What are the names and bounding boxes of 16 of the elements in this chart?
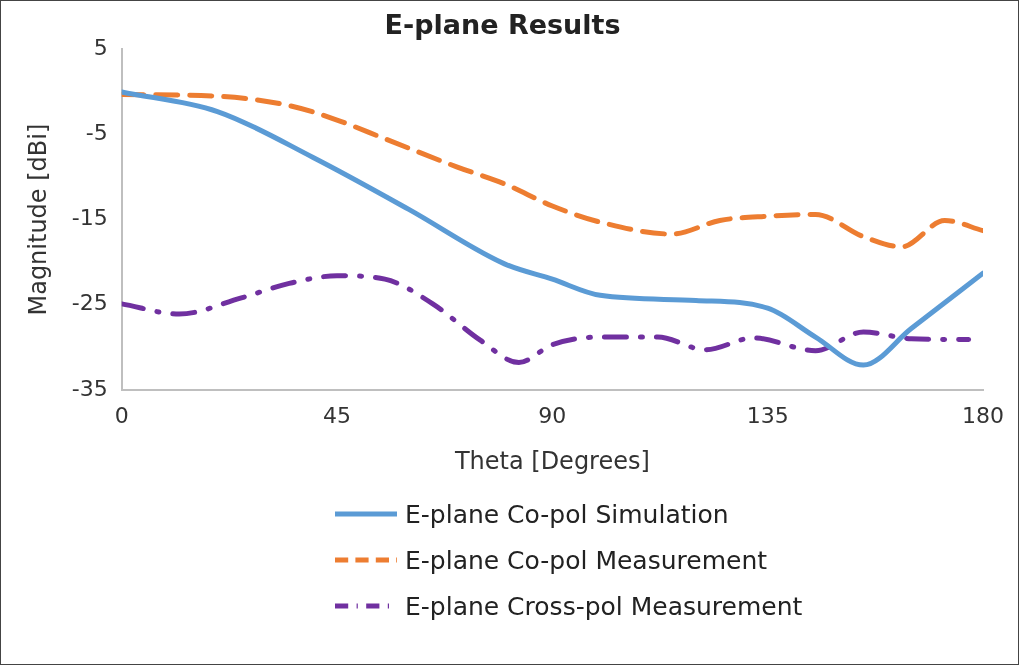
x-tick-label: 135 xyxy=(746,402,789,428)
x-tick-label: 0 xyxy=(114,402,129,428)
x-tick-label: 90 xyxy=(538,402,567,428)
x-tick-label: 45 xyxy=(323,402,352,428)
legend-label: E-plane Co-pol Measurement xyxy=(405,545,768,575)
x-tick-label: 180 xyxy=(962,402,1004,428)
x-axis-title: Theta [Degrees] xyxy=(453,446,650,475)
y-tick-label: -25 xyxy=(71,290,108,316)
chart-title: E-plane Results xyxy=(384,9,621,41)
y-tick-label: -5 xyxy=(85,120,108,146)
y-tick-label: -35 xyxy=(71,375,108,401)
y-axis-title: Magnitude [dBi] xyxy=(23,123,52,316)
y-tick-label: -15 xyxy=(71,205,108,231)
legend-label: E-plane Co-pol Simulation xyxy=(405,499,729,529)
y-tick-label: 5 xyxy=(93,35,108,61)
legend-label: E-plane Cross-pol Measurement xyxy=(405,591,803,621)
